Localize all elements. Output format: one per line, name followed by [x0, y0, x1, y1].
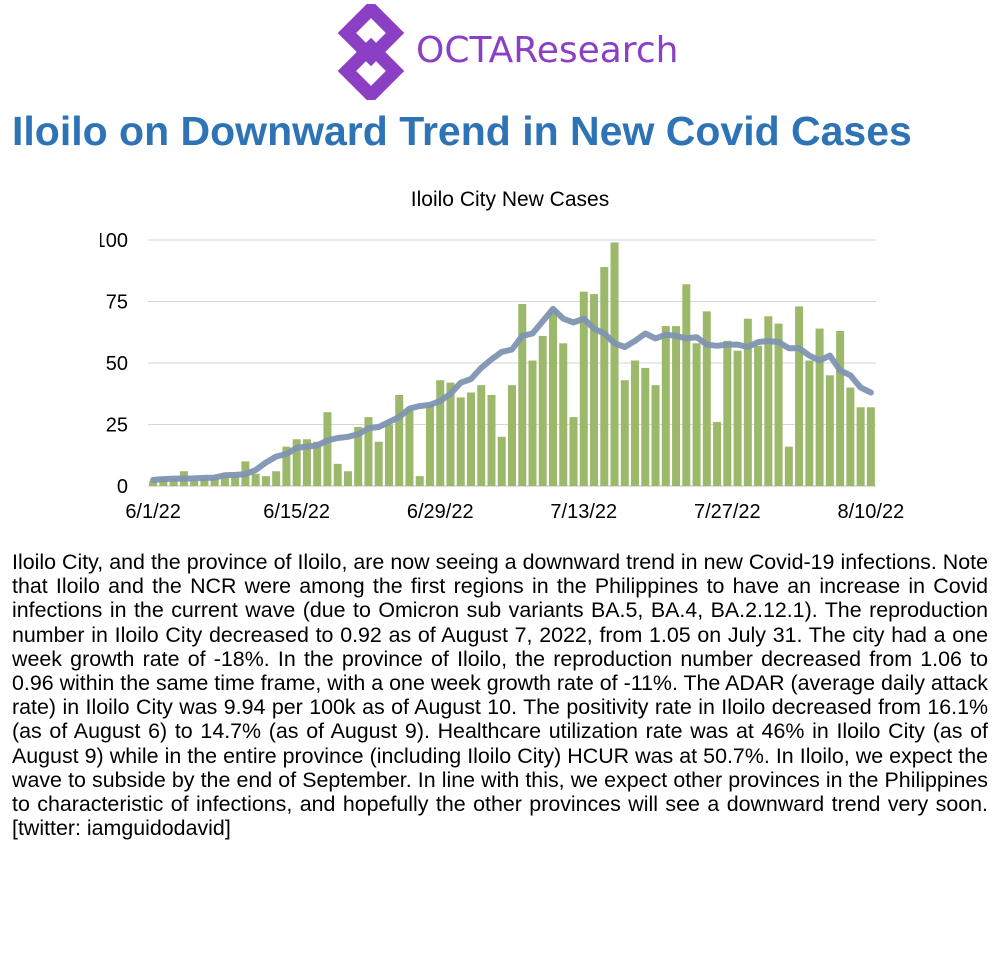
bar — [425, 404, 434, 486]
bar — [354, 426, 363, 486]
octa-diamond-icon — [338, 4, 405, 100]
x-tick-label: 6/15/22 — [263, 501, 330, 523]
x-tick-label: 6/1/22 — [125, 501, 181, 523]
bar — [610, 242, 619, 486]
bar — [343, 471, 352, 486]
bar — [579, 291, 588, 486]
bar — [333, 463, 342, 486]
y-tick-label: 100 — [100, 230, 128, 252]
y-tick-label: 75 — [106, 292, 128, 314]
bar — [569, 417, 578, 486]
bar — [231, 476, 240, 486]
octaresearch-logo: OCTAResearch — [338, 4, 678, 100]
x-tick-label: 7/13/22 — [550, 501, 617, 523]
bar — [323, 412, 332, 486]
bar — [600, 267, 609, 486]
bar — [559, 343, 568, 486]
x-tick-label: 7/27/22 — [694, 501, 761, 523]
bar — [466, 392, 475, 486]
bar — [508, 385, 516, 486]
bar — [374, 441, 383, 486]
body-paragraph: Iloilo City, and the province of Iloilo,… — [12, 550, 988, 841]
bar — [477, 385, 486, 486]
y-tick-label: 25 — [106, 415, 128, 437]
bar — [641, 367, 650, 486]
bar — [159, 478, 168, 486]
bar — [805, 360, 814, 486]
bar — [682, 284, 691, 486]
bar — [169, 478, 178, 486]
bar-series — [149, 242, 875, 486]
bar — [846, 387, 855, 486]
chart-container: Iloilo City New Cases 0 25 50 75 100 6/1/22 6… — [95, 178, 920, 533]
bar — [282, 446, 291, 486]
bar — [754, 345, 763, 486]
bar — [261, 476, 270, 486]
page-title: Iloilo on Downward Trend in New Covid Ca… — [12, 108, 912, 154]
bar — [200, 478, 209, 486]
bar — [825, 375, 834, 486]
y-tick-label: 0 — [117, 476, 128, 498]
bar — [856, 407, 865, 486]
bar — [384, 424, 393, 486]
bar — [651, 385, 660, 486]
bar — [518, 303, 527, 486]
x-tick-label: 8/10/22 — [838, 501, 905, 523]
bar — [549, 308, 558, 486]
bar — [733, 350, 742, 486]
bar — [436, 380, 445, 486]
bar — [620, 380, 629, 486]
bar — [302, 439, 311, 486]
bar — [815, 328, 824, 486]
average-line — [150, 305, 874, 483]
bar — [190, 481, 199, 486]
bar — [702, 311, 711, 486]
bar — [743, 318, 752, 486]
y-tick-label: 50 — [106, 353, 128, 375]
bar — [149, 481, 158, 486]
bar — [292, 439, 301, 486]
bar — [538, 335, 547, 486]
x-tick-label: 6/29/22 — [407, 501, 474, 523]
bar — [774, 323, 783, 486]
bar — [672, 326, 681, 486]
bar — [220, 476, 229, 486]
bar — [456, 397, 465, 486]
bar — [446, 382, 455, 486]
bar — [272, 471, 281, 486]
bar — [631, 360, 640, 486]
bar — [313, 441, 322, 486]
bar — [405, 409, 414, 486]
bar — [487, 394, 496, 486]
bar — [836, 331, 845, 486]
bar — [251, 473, 260, 486]
bar — [692, 343, 701, 486]
bar — [210, 478, 219, 486]
bar — [590, 294, 599, 486]
bar — [713, 422, 722, 486]
bar — [784, 446, 793, 486]
chart-title: Iloilo City New Cases — [411, 188, 609, 211]
logo-text: OCTAResearch — [416, 30, 679, 71]
bar — [364, 417, 373, 486]
bar — [764, 316, 773, 486]
bar — [723, 340, 732, 486]
bar — [795, 306, 804, 486]
bar — [395, 394, 404, 486]
average-line-series — [150, 305, 874, 483]
bar — [661, 326, 670, 486]
bar — [866, 407, 875, 486]
bar — [528, 360, 537, 486]
x-axis: 6/1/22 6/15/22 6/29/22 7/13/22 7/27/22 8/10/2… — [125, 501, 904, 523]
bar — [497, 436, 506, 486]
bar — [415, 476, 424, 486]
y-axis: 0 25 50 75 100 — [95, 230, 128, 498]
